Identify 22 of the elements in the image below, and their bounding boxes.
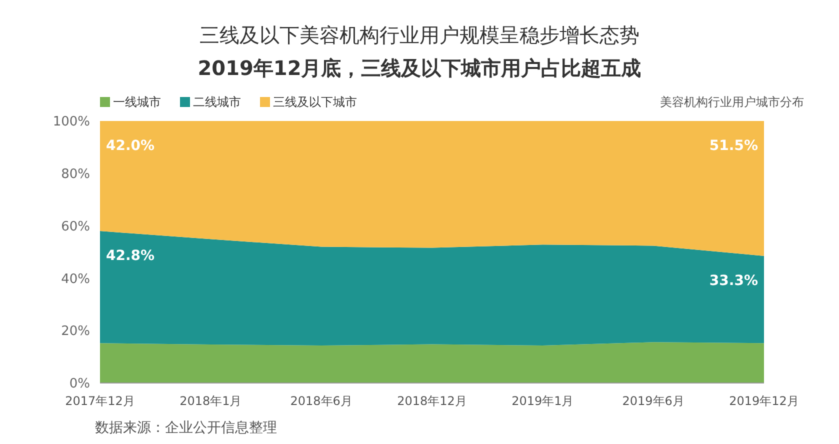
y-tick-label: 40% xyxy=(61,272,90,287)
chart-title: 三线及以下美容机构行业用户规模呈稳步增长态势 xyxy=(200,23,640,47)
y-tick-label: 80% xyxy=(61,166,90,182)
x-tick-label: 2018年1月 xyxy=(180,394,242,408)
y-tick-label: 20% xyxy=(61,324,90,340)
data-label: 51.5% xyxy=(709,138,758,154)
source-note: 数据来源：企业公开信息整理 xyxy=(95,420,277,436)
y-tick-label: 100% xyxy=(52,114,90,130)
y-tick-label: 0% xyxy=(69,376,90,392)
data-label: 42.0% xyxy=(106,138,155,154)
x-tick-label: 2018年12月 xyxy=(397,394,467,408)
y-tick-label: 60% xyxy=(61,219,90,234)
text: 美容机构行业用户城市分布 xyxy=(660,95,804,109)
legend-label: 二线城市 xyxy=(193,95,241,109)
x-tick-label: 2019年6月 xyxy=(622,394,684,408)
x-tick-label: 2019年1月 xyxy=(512,394,574,408)
legend-label: 三线及以下城市 xyxy=(273,95,357,109)
x-tick-label: 2018年6月 xyxy=(290,394,352,408)
chart-subtitle: 2019年12月底，三线及以下城市用户占比超五成 xyxy=(198,56,642,80)
x-tick-label: 2017年12月 xyxy=(65,394,135,408)
legend-label: 一线城市 xyxy=(113,95,161,109)
x-tick-label: 2019年12月 xyxy=(729,394,799,408)
